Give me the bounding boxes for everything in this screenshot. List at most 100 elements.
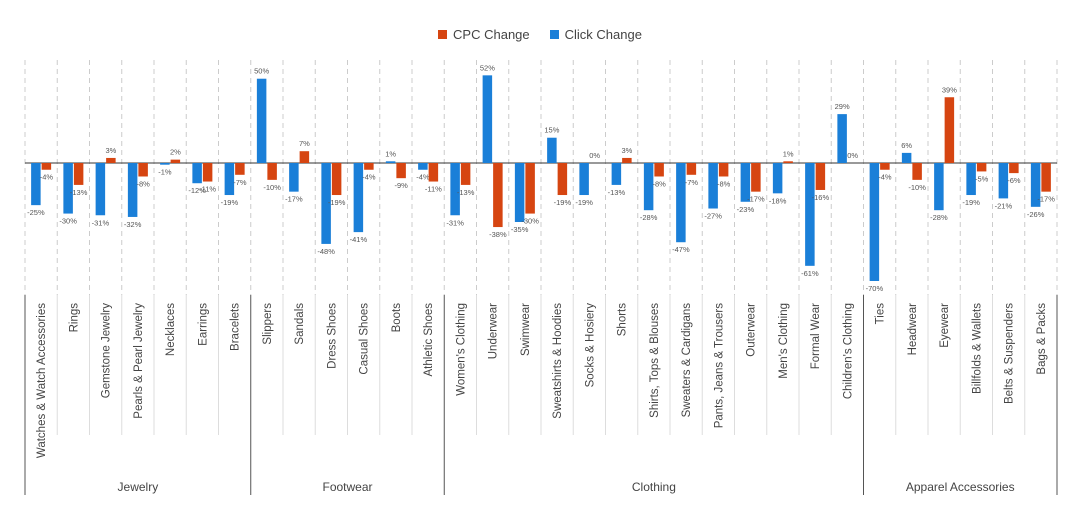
category-tick-label: Socks & Hosiery [584,303,596,388]
category-tick-label: Necklaces [165,303,177,356]
bar-click[interactable] [385,161,396,163]
bar-cpc[interactable] [976,163,987,172]
bar-click[interactable] [998,163,1009,199]
group-label: Clothing [632,480,676,494]
data-label-cpc: -8% [652,179,666,188]
data-label-click: -31% [92,218,110,227]
bar-cpc[interactable] [718,163,729,177]
bar-cpc[interactable] [1009,163,1019,174]
data-label-cpc: 1% [783,149,794,158]
legend-item-cpc[interactable]: CPC Change [438,27,530,42]
bar-click[interactable] [63,163,73,214]
bar-click[interactable] [966,163,976,196]
bar-cpc[interactable] [202,163,213,182]
bar-cpc[interactable] [170,159,181,163]
bar-click[interactable] [192,163,202,184]
data-label-click: -18% [769,196,787,205]
bar-cpc[interactable] [783,161,793,163]
category-tick-label: Slippers [262,303,274,345]
legend-item-click[interactable]: Click Change [549,27,642,42]
bar-click[interactable] [643,163,654,211]
bar-click[interactable] [1030,163,1041,207]
bar-click[interactable] [160,163,170,165]
data-label-click: -70% [866,284,884,293]
bar-click[interactable] [805,163,815,266]
bar-cpc[interactable] [944,97,955,163]
data-label-click: 15% [544,126,559,135]
bar-click[interactable] [256,78,267,163]
bar-click[interactable] [772,163,783,194]
bar-click[interactable] [418,163,428,170]
bar-click[interactable] [127,163,138,217]
bar-cpc[interactable] [912,163,922,180]
bar-cpc[interactable] [299,151,310,163]
data-label-click: 50% [254,67,269,76]
bar-click[interactable] [289,163,299,192]
bar-cpc[interactable] [41,163,52,170]
bar-click[interactable] [31,163,41,206]
bar-click[interactable] [740,163,751,202]
category-tick-label: Shirts, Tops & Blouses [649,303,661,418]
data-label-cpc: -4% [878,173,892,182]
category-tick-label: Bags & Packs [1036,303,1048,375]
bar-cpc[interactable] [138,163,148,177]
bar-cpc[interactable] [460,163,471,185]
bar-cpc[interactable] [1041,163,1051,192]
group-label: Apparel Accessories [906,480,1015,494]
bar-cpc[interactable] [428,163,439,182]
data-label-click: -13% [608,188,626,197]
data-label-click: -28% [930,213,948,222]
category-tick-label: Sandals [294,303,306,345]
bar-click[interactable] [869,163,880,281]
bar-click[interactable] [482,75,493,163]
bar-click[interactable] [514,163,525,222]
bar-cpc[interactable] [364,163,374,170]
bar-click[interactable] [353,163,364,233]
bar-cpc[interactable] [880,163,890,170]
bar-cpc[interactable] [106,157,116,163]
category-tick-label: Billfolds & Wallets [971,303,983,394]
category-tick-label: Boots [391,303,403,333]
data-label-click: -35% [511,225,529,234]
data-label-cpc: -17% [1037,195,1055,204]
bar-click[interactable] [934,163,944,211]
bar-cpc[interactable] [396,163,406,179]
bar-click[interactable] [321,163,331,244]
bar-click[interactable] [579,163,589,196]
bar-cpc[interactable] [686,163,697,175]
category-tick-label: Outerwear [746,303,758,357]
bar-click[interactable] [676,163,686,243]
bar-cpc[interactable] [751,163,761,192]
data-label-click: -1% [158,168,172,177]
bar-click[interactable] [708,163,718,209]
data-label-cpc: -6% [1007,176,1021,185]
bar-cpc[interactable] [654,163,664,177]
bar-cpc[interactable] [557,163,568,196]
bar-cpc[interactable] [493,163,503,228]
data-label-cpc: -11% [425,185,442,194]
data-label-click: -61% [801,269,819,278]
bar-cpc[interactable] [622,157,632,163]
bar-click[interactable] [901,152,912,163]
data-label-cpc: -13% [457,188,475,197]
category-tick-label: Women's Clothing [455,303,467,396]
bar-click[interactable] [450,163,460,216]
data-label-cpc: 7% [299,139,310,148]
bar-cpc[interactable] [525,163,535,214]
bar-cpc[interactable] [73,163,84,185]
bar-cpc[interactable] [815,163,826,190]
data-label-click: -26% [1027,210,1045,219]
data-label-cpc: -13% [70,188,88,197]
bar-cpc[interactable] [331,163,342,196]
bar-cpc[interactable] [267,163,277,180]
bar-click[interactable] [224,163,235,196]
bar-click[interactable] [95,163,106,216]
bar-cpc[interactable] [235,163,245,175]
bar-click[interactable] [611,163,622,185]
category-tick-label: Dress Shoes [326,303,338,369]
bar-click[interactable] [547,137,557,163]
data-label-cpc: 0% [589,151,600,160]
bar-click[interactable] [837,114,847,163]
category-tick-label: Pants, Jeans & Trousers [713,303,725,429]
